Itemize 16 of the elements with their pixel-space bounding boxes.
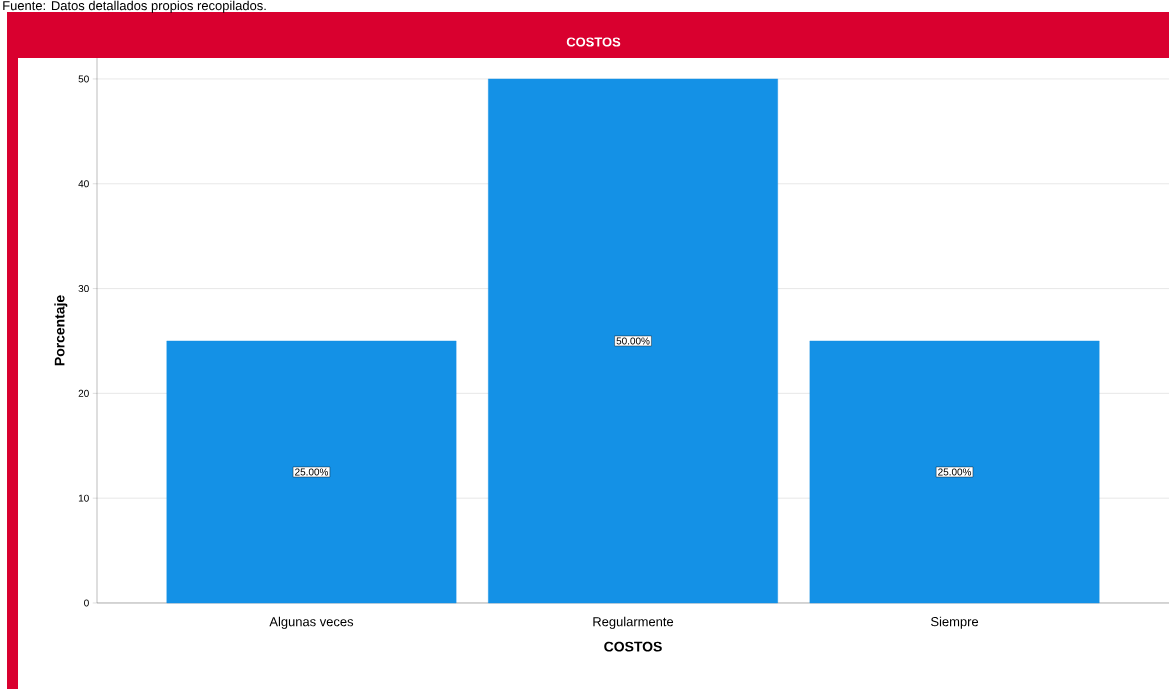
- x-axis-title: COSTOS: [604, 641, 662, 652]
- data-label: 50.00%: [616, 337, 650, 345]
- x-tick-label: Regularmente: [593, 616, 674, 629]
- x-tick-label: Siempre: [931, 616, 979, 629]
- y-tick-label: 40: [78, 180, 89, 188]
- x-tick-label: Algunas veces: [269, 616, 354, 629]
- y-tick-label: 20: [78, 389, 89, 397]
- data-label: 25.00%: [938, 468, 972, 476]
- data-label: 25.00%: [295, 468, 329, 476]
- y-tick-label: 30: [78, 285, 89, 293]
- source-note: Fuente: Datos detallados propios recopilados.: [3, 0, 266, 13]
- chart-title: COSTOS: [566, 37, 621, 47]
- y-tick-label: 10: [78, 494, 89, 502]
- y-axis-title: Porcentaje: [54, 295, 68, 366]
- y-tick-label: 50: [78, 75, 89, 83]
- y-tick-label: 0: [84, 599, 89, 607]
